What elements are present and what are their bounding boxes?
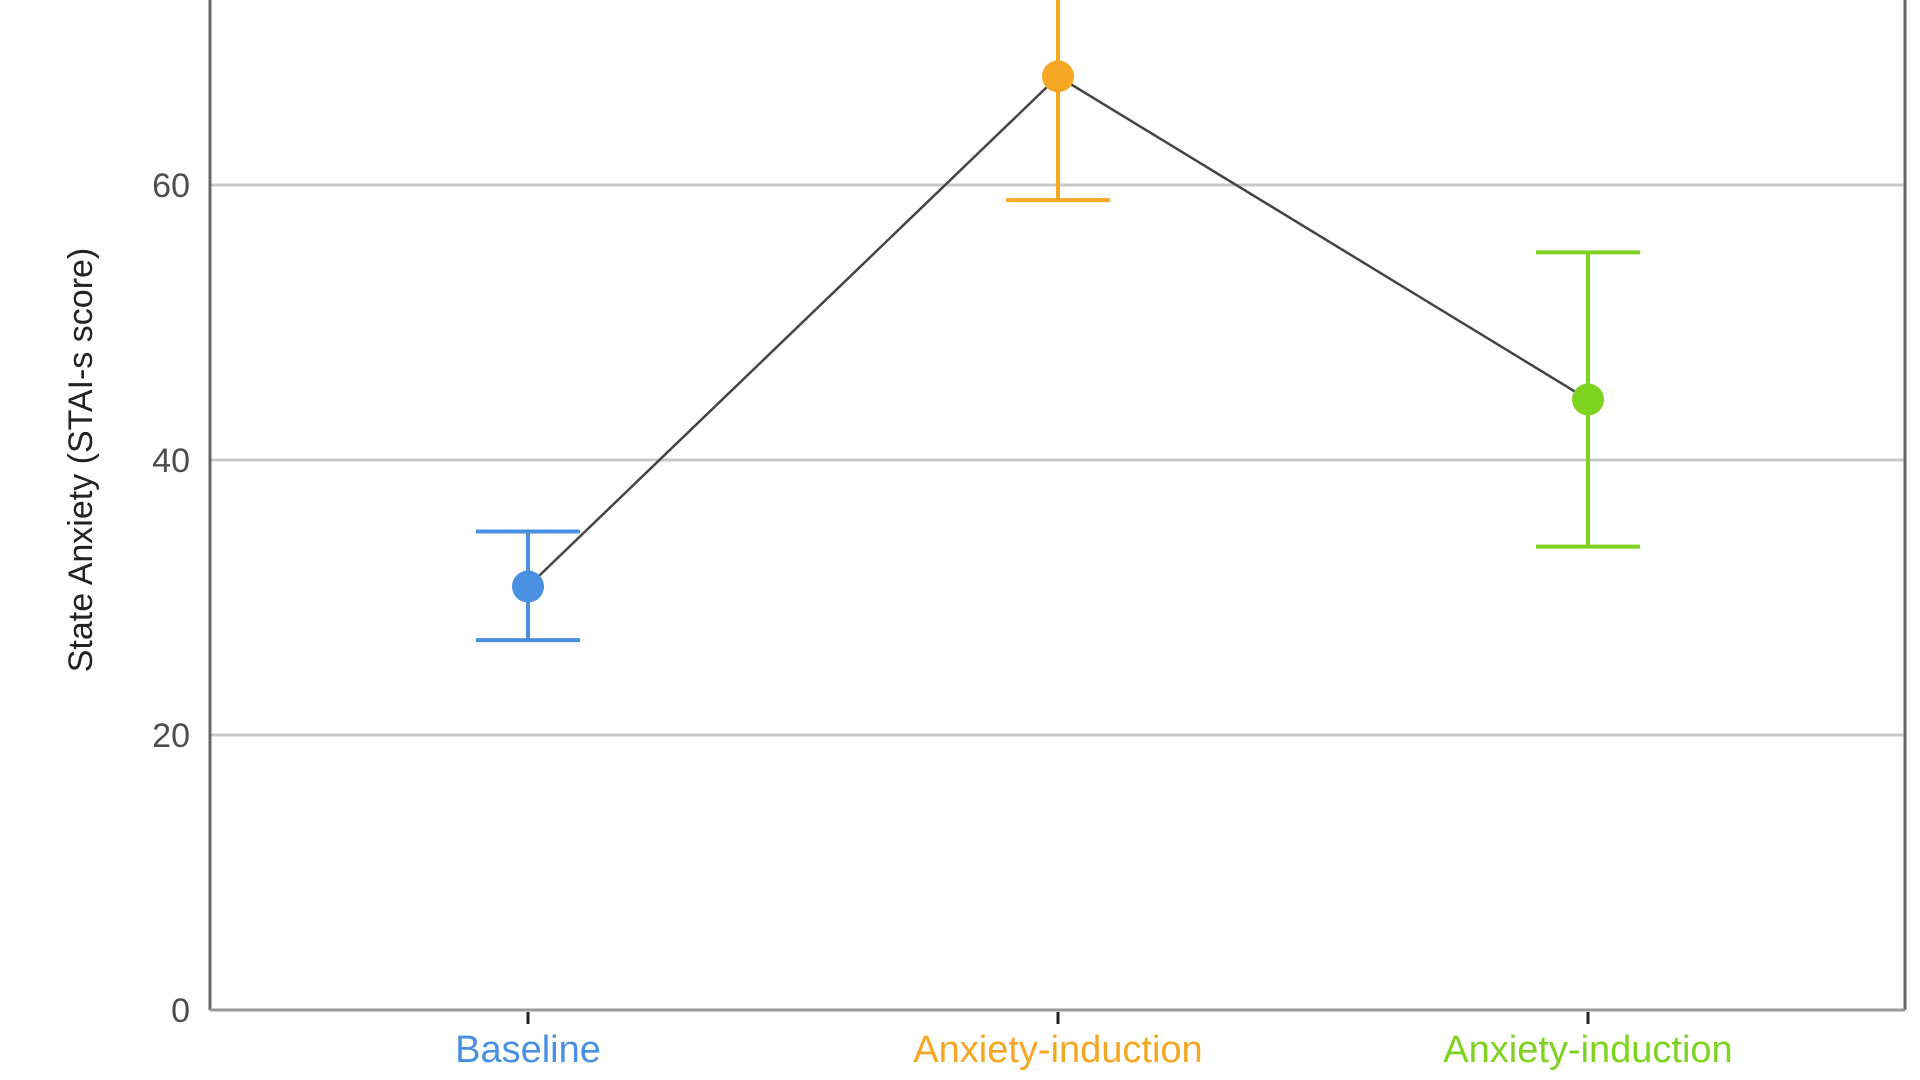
data-point — [1572, 383, 1604, 416]
x-tick-labels: Baseline Anxiety-induction Anxiety-inducti… — [455, 1012, 1733, 1080]
y-tick-label: 60 — [152, 167, 190, 205]
y-tick-label: 40 — [152, 442, 190, 480]
x-tick-label: Anxiety-induction — [913, 1029, 1202, 1071]
y-tick-label: 20 — [152, 717, 190, 755]
data-point — [1042, 60, 1074, 93]
gridlines — [210, 183, 1905, 737]
y-tick-label: 0 — [171, 992, 190, 1030]
y-axis-label: State Anxiety (STAI-s score) — [62, 248, 100, 673]
x-tick-label-clipped — [1583, 1073, 1594, 1080]
data-series — [476, 0, 1640, 643]
x-tick-label: Anxiety-induction — [1443, 1029, 1732, 1071]
data-point — [512, 570, 544, 603]
y-tick-labels: 0 20 40 60 — [152, 167, 190, 1030]
x-tick-label: Baseline — [455, 1029, 601, 1071]
